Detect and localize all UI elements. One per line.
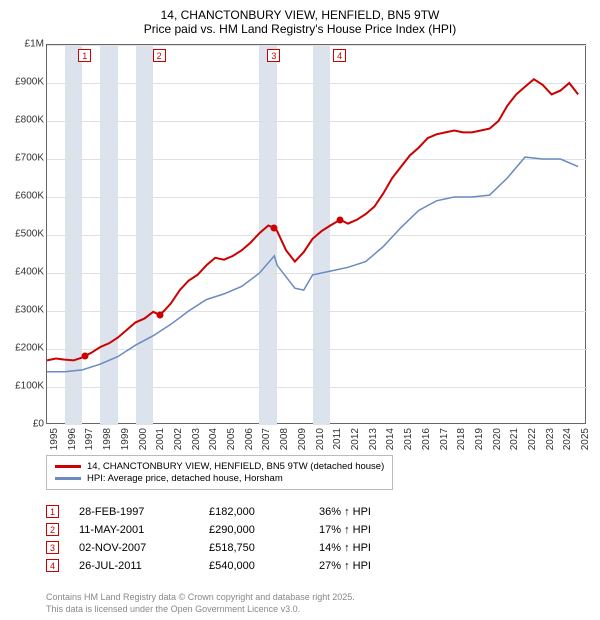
table-row: 4 26-JUL-2011 £540,000 27% ↑ HPI — [46, 559, 409, 572]
marker-dot — [156, 311, 163, 318]
y-tick-label: £600K — [15, 191, 44, 202]
x-tick-label: 2008 — [279, 428, 290, 450]
x-tick-label: 2001 — [155, 428, 166, 450]
x-tick-label: 2005 — [226, 428, 237, 450]
marker-box: 4 — [333, 49, 346, 62]
y-tick-label: £300K — [15, 305, 44, 316]
x-tick-label: 2004 — [208, 428, 219, 450]
legend-swatch — [55, 465, 81, 468]
footer: Contains HM Land Registry data © Crown c… — [46, 592, 355, 615]
y-tick-label: £400K — [15, 267, 44, 278]
series-line — [47, 157, 578, 372]
x-tick-label: 2007 — [261, 428, 272, 450]
x-tick-label: 2017 — [439, 428, 450, 450]
x-tick-label: 2003 — [191, 428, 202, 450]
x-tick-label: 2015 — [403, 428, 414, 450]
x-tick-label: 1995 — [49, 428, 60, 450]
y-tick-label: £700K — [15, 153, 44, 164]
x-tick-label: 1997 — [84, 428, 95, 450]
footer-line-1: Contains HM Land Registry data © Crown c… — [46, 592, 355, 604]
line-series — [47, 45, 587, 425]
chart: 1234 £0£100K£200K£300K£400K£500K£600K£70… — [46, 44, 586, 424]
table-row: 1 28-FEB-1997 £182,000 36% ↑ HPI — [46, 505, 409, 518]
y-tick-label: £100K — [15, 381, 44, 392]
legend-item: HPI: Average price, detached house, Hors… — [55, 473, 384, 484]
row-pct: 27% ↑ HPI — [319, 560, 409, 572]
marker-dot — [82, 352, 89, 359]
marker-box: 2 — [153, 49, 166, 62]
legend-label: HPI: Average price, detached house, Hors… — [87, 473, 283, 484]
row-date: 28-FEB-1997 — [79, 506, 189, 518]
y-tick-label: £200K — [15, 343, 44, 354]
x-tick-label: 2012 — [350, 428, 361, 450]
x-tick-label: 2019 — [474, 428, 485, 450]
x-tick-label: 2011 — [332, 428, 343, 450]
row-marker: 4 — [46, 559, 59, 572]
row-date: 02-NOV-2007 — [79, 542, 189, 554]
title-line-1: 14, CHANCTONBURY VIEW, HENFIELD, BN5 9TW — [0, 8, 600, 22]
y-tick-label: £0 — [33, 419, 44, 430]
x-tick-label: 2021 — [509, 428, 520, 450]
title-line-2: Price paid vs. HM Land Registry's House … — [0, 22, 600, 36]
x-tick-label: 2016 — [421, 428, 432, 450]
row-date: 26-JUL-2011 — [79, 560, 189, 572]
marker-box: 1 — [78, 49, 91, 62]
x-tick-label: 2010 — [315, 428, 326, 450]
row-pct: 36% ↑ HPI — [319, 506, 409, 518]
row-pct: 14% ↑ HPI — [319, 542, 409, 554]
marker-dot — [337, 216, 344, 223]
x-tick-label: 2006 — [244, 428, 255, 450]
table-row: 3 02-NOV-2007 £518,750 14% ↑ HPI — [46, 541, 409, 554]
marker-box: 3 — [267, 49, 280, 62]
x-tick-label: 2014 — [385, 428, 396, 450]
plot-area: 1 2 3 4 — [46, 44, 586, 424]
transactions-table: 1 28-FEB-1997 £182,000 36% ↑ HPI 2 11-MAY-200… — [46, 500, 409, 577]
chart-titles: 14, CHANCTONBURY VIEW, HENFIELD, BN5 9TW… — [0, 0, 600, 38]
x-tick-label: 1998 — [102, 428, 113, 450]
row-marker: 1 — [46, 505, 59, 518]
row-price: £518,750 — [209, 542, 299, 554]
row-price: £540,000 — [209, 560, 299, 572]
y-tick-label: £900K — [15, 77, 44, 88]
legend: 14, CHANCTONBURY VIEW, HENFIELD, BN5 9TW… — [46, 455, 393, 490]
legend-item: 14, CHANCTONBURY VIEW, HENFIELD, BN5 9TW… — [55, 461, 384, 472]
row-pct: 17% ↑ HPI — [319, 524, 409, 536]
marker-dot — [271, 224, 278, 231]
y-tick-label: £800K — [15, 115, 44, 126]
x-tick-label: 2022 — [527, 428, 538, 450]
footer-line-2: This data is licensed under the Open Gov… — [46, 604, 355, 616]
x-tick-label: 2009 — [297, 428, 308, 450]
x-tick-label: 1999 — [120, 428, 131, 450]
x-tick-label: 2018 — [456, 428, 467, 450]
table-row: 2 11-MAY-2001 £290,000 17% ↑ HPI — [46, 523, 409, 536]
row-marker: 2 — [46, 523, 59, 536]
row-price: £290,000 — [209, 524, 299, 536]
series-line — [47, 79, 578, 360]
x-tick-label: 2023 — [545, 428, 556, 450]
y-tick-label: £500K — [15, 229, 44, 240]
legend-swatch — [55, 477, 81, 480]
x-tick-label: 2020 — [492, 428, 503, 450]
x-tick-label: 1996 — [67, 428, 78, 450]
x-tick-label: 2002 — [173, 428, 184, 450]
row-price: £182,000 — [209, 506, 299, 518]
y-tick-label: £1M — [25, 39, 44, 50]
x-tick-label: 2024 — [562, 428, 573, 450]
x-tick-label: 2025 — [580, 428, 591, 450]
x-tick-label: 2013 — [368, 428, 379, 450]
legend-label: 14, CHANCTONBURY VIEW, HENFIELD, BN5 9TW… — [87, 461, 384, 472]
row-date: 11-MAY-2001 — [79, 524, 189, 536]
x-tick-label: 2000 — [138, 428, 149, 450]
row-marker: 3 — [46, 541, 59, 554]
